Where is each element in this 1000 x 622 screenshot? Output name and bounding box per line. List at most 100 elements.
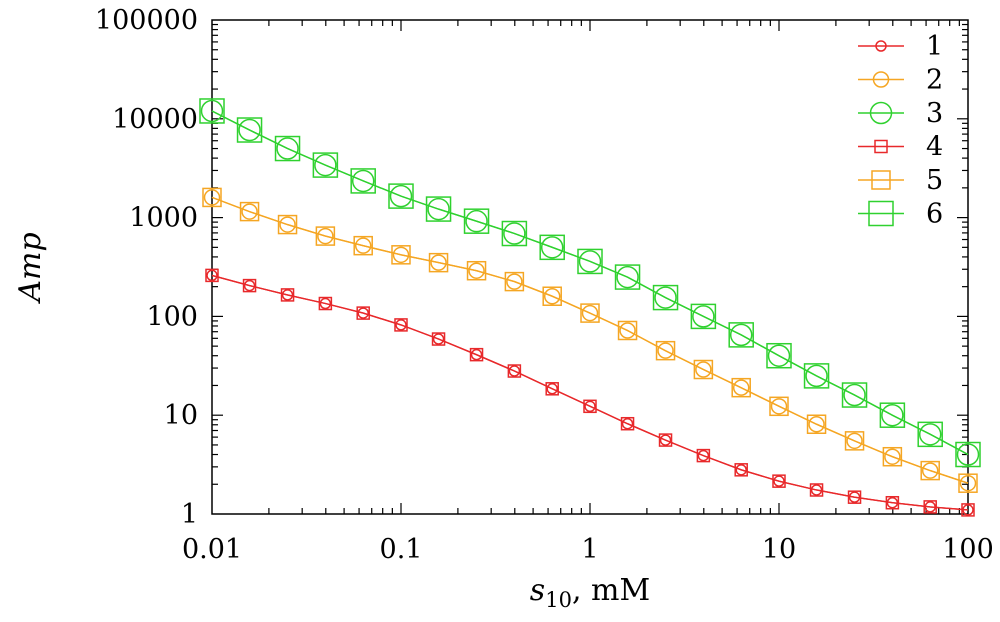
series-5-point [202, 187, 222, 208]
legend-marker-2 [872, 71, 890, 88]
series-1-point [546, 383, 558, 395]
series-5-point [693, 359, 714, 380]
y-tick-label: 10000 [112, 104, 198, 135]
y-axis-title: Amp [13, 232, 48, 304]
legend-label-4: 4 [926, 132, 943, 163]
series-6-point [917, 421, 943, 448]
axis-ticks [212, 20, 968, 514]
legend-label-2: 2 [926, 65, 943, 96]
series-1-point [584, 400, 596, 413]
series-1-point [432, 333, 445, 345]
series-5-point [958, 473, 978, 493]
series-4-point [545, 382, 559, 396]
series-3-point [843, 383, 866, 407]
series-2-point [430, 254, 447, 271]
series-5-point [315, 226, 336, 246]
series-2-point [657, 342, 674, 359]
series-5-line [211, 196, 969, 484]
x-tick-label: 0.01 [182, 534, 242, 565]
series-3-point [881, 403, 904, 427]
series-3-point [616, 265, 639, 289]
series-4-point [583, 399, 597, 414]
series-2-point [543, 287, 561, 305]
series-3-point [540, 236, 564, 259]
series-4-point [772, 474, 786, 488]
series-4-point [280, 288, 295, 302]
y-tick-label: 100000 [95, 5, 198, 36]
series-4-point [923, 500, 937, 514]
series-4-point [318, 296, 333, 311]
series-6-point [539, 234, 565, 261]
series-5-point [391, 245, 411, 265]
x-tick-label: 100 [942, 534, 994, 565]
series-6-point [350, 168, 376, 194]
series-6-point [501, 220, 528, 247]
series-2-point [808, 415, 825, 433]
series-6-point [236, 117, 263, 143]
tick-labels: 0.01 0.1 1 10 100 1 10 100 1000 10000 100000 [95, 5, 994, 565]
series-6-point [463, 208, 490, 234]
series-2-point [846, 432, 863, 450]
series-2-point [770, 398, 788, 415]
series-5-point [806, 414, 827, 434]
series-6-point [425, 196, 452, 222]
series-4-point [847, 490, 862, 504]
series-6-point [879, 402, 906, 428]
series-1-point [773, 475, 785, 487]
series-2-point [468, 262, 485, 279]
x-axis-title-subscript: 10 [545, 588, 572, 612]
series-2-point [354, 237, 372, 254]
series-5-point [617, 320, 638, 341]
series-4-point [507, 364, 522, 378]
series-4-point [356, 306, 370, 320]
series-1-point [319, 297, 332, 310]
series-3-point [503, 222, 526, 245]
series-5-point [239, 201, 260, 222]
y-tick-label: 1 [181, 499, 198, 530]
x-tick-label: 10 [762, 534, 796, 565]
series-2-point [317, 227, 334, 245]
series-4-point [658, 433, 673, 447]
legend-marker-1 [875, 40, 887, 52]
legend-label-5: 5 [926, 165, 943, 196]
series-1-point [357, 307, 369, 319]
series-3-point [276, 137, 299, 160]
series-2-point [279, 216, 296, 233]
series-6-point [652, 284, 679, 311]
series-2-point [959, 474, 977, 492]
series-2-point [921, 462, 939, 479]
series-1-point [395, 319, 407, 331]
x-tick-label: 1 [581, 534, 598, 565]
series-1-point [848, 491, 861, 503]
series-1-point [206, 269, 218, 282]
x-axis-title-base: s [530, 573, 545, 608]
series-1-point [810, 484, 823, 496]
series-2-point [241, 203, 258, 220]
series-4-point [431, 332, 446, 346]
series-6-line [211, 110, 969, 456]
series-2-point [695, 361, 712, 378]
y-tick-label: 1000 [129, 203, 198, 234]
series-5-point [731, 377, 751, 398]
series-3-point [918, 423, 942, 446]
series-1-point [924, 501, 936, 513]
legend-label-6: 6 [926, 199, 943, 230]
series-1-point [621, 417, 634, 430]
series-2-point [581, 304, 599, 322]
series-2-point [732, 379, 750, 396]
series-3-point [654, 286, 677, 309]
series-3-point [805, 364, 828, 388]
series-4-point [620, 416, 635, 431]
x-axis-title-units: , mM [572, 573, 650, 608]
series-4-point [205, 268, 219, 283]
series-2-point [203, 189, 221, 206]
series-5-point [920, 460, 940, 481]
series-4-point [394, 318, 408, 332]
series-4-line [211, 274, 969, 511]
x-axis-title: s10, mM [530, 573, 650, 612]
series-4-point [885, 495, 900, 510]
series-5-point [353, 235, 373, 256]
series-1-point [886, 496, 899, 509]
series-3-point [389, 184, 413, 208]
